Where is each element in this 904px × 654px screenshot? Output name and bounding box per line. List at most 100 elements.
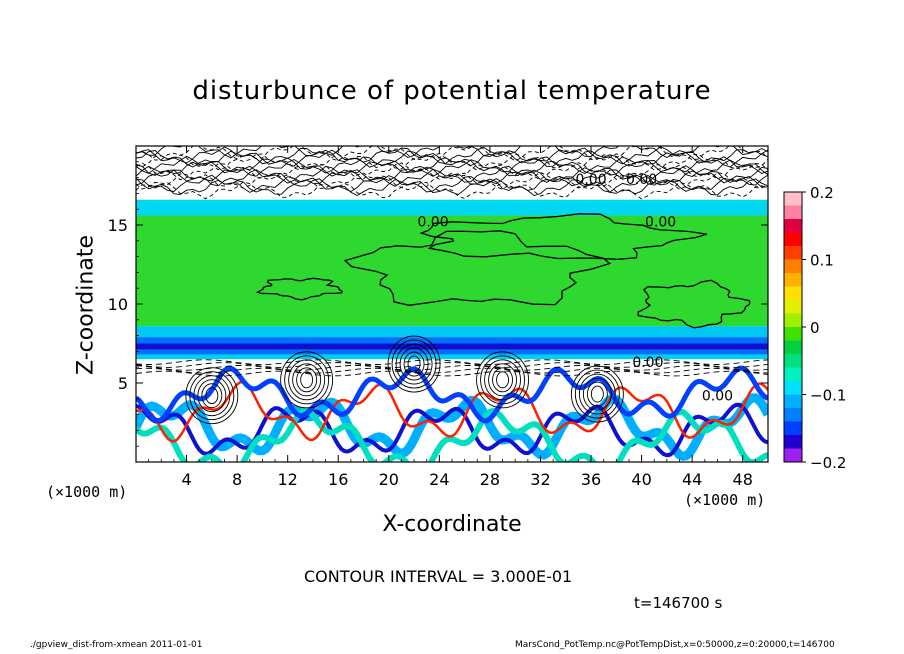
x-tick-label-3: 16 bbox=[328, 470, 348, 489]
plume-contour-0-1 bbox=[201, 383, 223, 409]
x-tick-label-8: 36 bbox=[581, 470, 601, 489]
plume-contour-1-4 bbox=[284, 355, 330, 405]
y-tick-label-0: 5 bbox=[118, 374, 128, 393]
colorbar-segment-6 bbox=[784, 367, 802, 381]
plume-contour-3-3 bbox=[484, 359, 522, 401]
x-axis: 4 8 12 16 20 24 28 32 36 40 44 48 bbox=[148, 146, 756, 489]
x-tick-label-10: 44 bbox=[682, 470, 702, 489]
contour-top-8 bbox=[136, 155, 768, 175]
plume-contour-2-2 bbox=[399, 347, 429, 381]
colorbar-segment-5 bbox=[784, 381, 802, 395]
x-tick-label-7: 32 bbox=[530, 470, 550, 489]
contour-lower-4 bbox=[136, 359, 768, 365]
field-band-2 bbox=[136, 343, 768, 350]
plume-contour-1-5 bbox=[280, 351, 334, 409]
contour-top-13 bbox=[136, 146, 768, 159]
x-tick-label-5: 24 bbox=[429, 470, 449, 489]
colorbar-segment-8 bbox=[784, 340, 802, 354]
colorbar-segment-3 bbox=[784, 408, 802, 422]
contour-top-12 bbox=[136, 146, 768, 162]
colorbar: 0.2 0.1 0 −0.1 −0.2 bbox=[783, 184, 846, 472]
colorbar-segment-19 bbox=[784, 192, 802, 206]
plume-contour-4-5 bbox=[570, 365, 624, 423]
contour-top-0 bbox=[136, 181, 768, 200]
contour-label-5: 0.00 bbox=[626, 172, 657, 188]
x-tick-label-2: 12 bbox=[278, 470, 298, 489]
plume-contour-0-2 bbox=[197, 379, 227, 413]
plume-contour-3-1 bbox=[492, 367, 514, 393]
footer-left: ./gpview_dist-from-xmean 2011-01-01 bbox=[30, 640, 203, 650]
contour-top-4 bbox=[136, 168, 768, 187]
contour-interval-note: CONTOUR INTERVAL = 3.000E-01 bbox=[304, 567, 573, 586]
chart-title: disturbunce of potential temperature bbox=[192, 76, 712, 106]
colorbar-segment-16 bbox=[784, 232, 802, 246]
plume-contour-4-1 bbox=[586, 381, 608, 407]
plume-contour-0-0 bbox=[205, 387, 219, 405]
contour-labels: 0.00 0.00 0.00 0.00 0.00 0.00 bbox=[417, 172, 733, 404]
colorbar-segment-15 bbox=[784, 246, 802, 260]
colorbar-segment-9 bbox=[784, 327, 802, 341]
colorbar-segment-10 bbox=[784, 313, 802, 327]
x-tick-label-4: 20 bbox=[379, 470, 399, 489]
y-tick-label-1: 10 bbox=[108, 295, 128, 314]
x-axis-label: X-coordinate bbox=[382, 512, 522, 537]
contour-lower-1 bbox=[136, 367, 768, 374]
plume-contour-3-4 bbox=[480, 355, 526, 405]
contour-top-11 bbox=[136, 146, 768, 165]
plume-contour-4-2 bbox=[582, 377, 612, 411]
y-axis-label: Z-coordinate bbox=[73, 235, 99, 375]
field-band-3 bbox=[136, 349, 768, 355]
contour-label-2: 0.00 bbox=[632, 355, 663, 371]
contour-line-2 bbox=[637, 279, 751, 329]
plume-contour-4-4 bbox=[574, 369, 620, 419]
plume-contour-2-5 bbox=[387, 335, 441, 393]
plume-contour-0-4 bbox=[189, 371, 235, 421]
plume-contour-2-3 bbox=[395, 343, 433, 385]
field-band-cyan-upper bbox=[136, 199, 768, 216]
contour-lower-2 bbox=[136, 365, 768, 371]
field-turbulence-2 bbox=[136, 407, 768, 462]
plume-contour-1-2 bbox=[292, 363, 322, 397]
y-tick-label-2: 15 bbox=[108, 216, 128, 235]
colorbar-segment-11 bbox=[784, 300, 802, 314]
contour-top-9 bbox=[136, 152, 768, 171]
contour-line-1 bbox=[419, 213, 708, 260]
colorbar-segment-12 bbox=[784, 286, 802, 300]
field-band-1 bbox=[136, 337, 768, 344]
plume-contour-4-3 bbox=[578, 373, 616, 415]
plume-contour-3-0 bbox=[496, 371, 510, 389]
field-turbulence-4 bbox=[136, 365, 768, 424]
contour-top-3 bbox=[136, 171, 768, 190]
x-tick-label-0: 4 bbox=[181, 470, 191, 489]
contour-lower-0 bbox=[136, 370, 768, 377]
y-axis: 5 10 15 bbox=[108, 161, 768, 447]
plot-area bbox=[136, 146, 768, 462]
plume-contour-3-2 bbox=[488, 363, 518, 397]
colorbar-tick-label-4: −0.2 bbox=[810, 454, 846, 472]
time-note: t=146700 s bbox=[634, 594, 723, 612]
colorbar-segment-14 bbox=[784, 259, 802, 273]
plume-contour-2-4 bbox=[391, 339, 437, 389]
plume-contour-1-1 bbox=[296, 367, 318, 393]
x-unit-label-right: (×1000 m) bbox=[684, 491, 766, 509]
colorbar-segment-1 bbox=[784, 435, 802, 449]
contour-label-4: 0.00 bbox=[575, 172, 606, 188]
x-tick-label-11: 48 bbox=[733, 470, 753, 489]
field-band-4 bbox=[136, 354, 768, 360]
plume-contour-0-5 bbox=[185, 367, 239, 425]
colorbar-segment-0 bbox=[784, 448, 802, 462]
plume-contour-4-0 bbox=[590, 385, 604, 403]
footer-right: MarsCond_PotTemp.nc@PotTempDist,x=0:5000… bbox=[515, 640, 835, 650]
colorbar-tick-label-0: 0.2 bbox=[810, 184, 834, 202]
colorbar-segment-13 bbox=[784, 273, 802, 287]
colorbar-segment-17 bbox=[784, 219, 802, 233]
field-turbulence-1 bbox=[136, 402, 768, 458]
contour-top-2 bbox=[136, 174, 768, 193]
plume-contour-1-3 bbox=[288, 359, 326, 401]
plume-contour-1-0 bbox=[300, 371, 314, 389]
contour-line-3 bbox=[255, 277, 343, 301]
contour-label-3: 0.00 bbox=[702, 388, 733, 404]
colorbar-tick-label-2: 0 bbox=[810, 319, 820, 337]
x-tick-label-9: 40 bbox=[631, 470, 651, 489]
